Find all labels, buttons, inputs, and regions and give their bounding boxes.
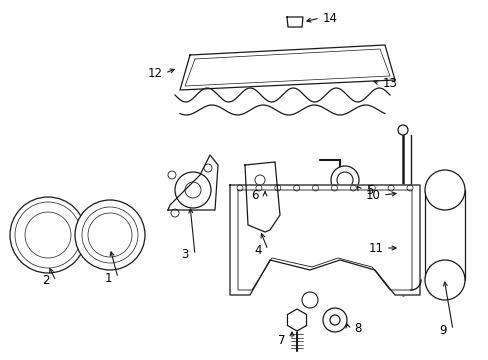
Circle shape bbox=[447, 177, 453, 183]
Circle shape bbox=[255, 185, 262, 191]
Circle shape bbox=[397, 125, 407, 135]
Circle shape bbox=[424, 260, 464, 300]
Circle shape bbox=[428, 174, 460, 206]
Circle shape bbox=[349, 185, 356, 191]
Bar bbox=[424, 190, 464, 280]
Text: 13: 13 bbox=[382, 77, 397, 90]
Circle shape bbox=[88, 213, 132, 257]
Circle shape bbox=[15, 202, 81, 268]
Circle shape bbox=[20, 207, 76, 263]
Circle shape bbox=[10, 197, 86, 273]
Text: 9: 9 bbox=[438, 324, 446, 337]
Text: 4: 4 bbox=[254, 243, 261, 257]
Circle shape bbox=[103, 228, 117, 242]
Circle shape bbox=[406, 185, 412, 191]
Circle shape bbox=[171, 209, 179, 217]
Circle shape bbox=[203, 164, 212, 172]
Circle shape bbox=[168, 171, 176, 179]
Circle shape bbox=[387, 185, 393, 191]
Text: 1: 1 bbox=[104, 271, 112, 284]
Circle shape bbox=[25, 212, 71, 258]
Text: 14: 14 bbox=[322, 12, 337, 24]
Circle shape bbox=[184, 182, 201, 198]
Text: 5: 5 bbox=[366, 184, 373, 197]
Text: 10: 10 bbox=[365, 189, 380, 202]
Circle shape bbox=[424, 170, 464, 210]
Polygon shape bbox=[229, 185, 419, 295]
Circle shape bbox=[440, 186, 448, 194]
Circle shape bbox=[323, 308, 346, 332]
Circle shape bbox=[329, 315, 339, 325]
Circle shape bbox=[237, 185, 243, 191]
Circle shape bbox=[336, 172, 352, 188]
Circle shape bbox=[435, 177, 441, 183]
Polygon shape bbox=[287, 309, 306, 331]
Circle shape bbox=[75, 200, 145, 270]
Circle shape bbox=[36, 223, 60, 247]
Text: 3: 3 bbox=[181, 248, 188, 261]
Text: 7: 7 bbox=[278, 333, 285, 346]
Circle shape bbox=[175, 172, 210, 208]
Circle shape bbox=[312, 185, 318, 191]
Polygon shape bbox=[180, 45, 394, 90]
Circle shape bbox=[293, 185, 299, 191]
Polygon shape bbox=[244, 162, 280, 232]
Circle shape bbox=[368, 185, 374, 191]
Circle shape bbox=[254, 175, 264, 185]
Circle shape bbox=[82, 207, 138, 263]
Circle shape bbox=[429, 187, 435, 193]
Circle shape bbox=[331, 185, 337, 191]
Text: 2: 2 bbox=[42, 274, 50, 288]
Circle shape bbox=[453, 187, 459, 193]
Circle shape bbox=[256, 196, 264, 204]
Text: 12: 12 bbox=[147, 67, 162, 80]
Circle shape bbox=[447, 197, 453, 203]
Circle shape bbox=[90, 215, 130, 255]
Circle shape bbox=[302, 292, 317, 308]
Text: 8: 8 bbox=[354, 321, 361, 334]
Text: 11: 11 bbox=[368, 242, 383, 255]
Polygon shape bbox=[286, 17, 303, 27]
Circle shape bbox=[96, 221, 124, 249]
Circle shape bbox=[274, 185, 280, 191]
Circle shape bbox=[435, 197, 441, 203]
Circle shape bbox=[330, 166, 358, 194]
Polygon shape bbox=[168, 155, 218, 210]
Text: 6: 6 bbox=[251, 189, 258, 202]
